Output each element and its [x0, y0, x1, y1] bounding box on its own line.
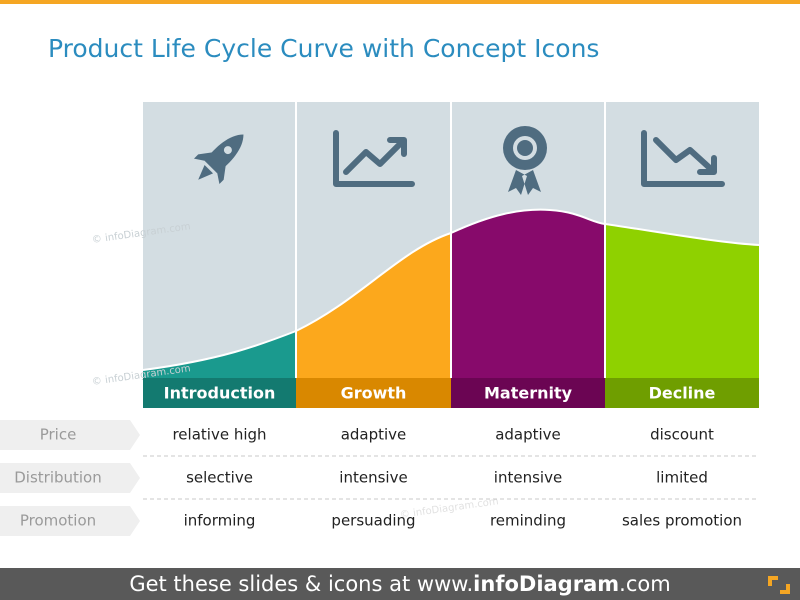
footer-text: Get these slides & icons at www.infoDiag…: [129, 572, 670, 596]
footer-brand: infoDiagram: [473, 572, 619, 596]
stage-label: Maternity: [484, 384, 573, 403]
row-value: adaptive: [495, 426, 561, 444]
row-value: persuading: [331, 512, 415, 530]
stage-bars: Introduction Growth Maternity Decline: [143, 378, 759, 408]
decline-icon: [641, 130, 725, 187]
row-label-bg: [0, 463, 140, 493]
row-value: limited: [656, 469, 708, 487]
row-value: relative high: [172, 426, 266, 444]
row-label-bg: [0, 420, 140, 450]
award-icon: [503, 126, 547, 195]
footer-prefix: Get these slides & icons at www.: [129, 572, 473, 596]
row-label: Promotion: [20, 512, 96, 530]
curve-line: [142, 208, 760, 371]
curve-area: [451, 209, 605, 378]
rows: Price relative high adaptive adaptive discou…: [0, 420, 759, 536]
curve-area: [605, 224, 759, 378]
stage-bar: [143, 378, 296, 408]
row-value: intensive: [494, 469, 562, 487]
stage-label: Growth: [341, 384, 407, 403]
growth-icon: [333, 130, 415, 187]
stage-bar: [296, 378, 451, 408]
separators: [295, 102, 606, 408]
stage-label: Decline: [649, 384, 716, 403]
row-value: informing: [184, 512, 256, 530]
curve-area: [296, 233, 451, 378]
row-label: Distribution: [14, 469, 102, 487]
row-value: reminding: [490, 512, 566, 530]
row-value: adaptive: [341, 426, 407, 444]
stage-bar: [451, 378, 605, 408]
row-value: selective: [186, 469, 253, 487]
icons: [193, 126, 725, 195]
curve-areas: [143, 209, 759, 378]
stage-bar: [605, 378, 759, 408]
footer-suffix: .com: [619, 572, 671, 596]
rocket-icon: [193, 134, 244, 185]
row-label-bg: [0, 506, 140, 536]
curve-area: [143, 331, 296, 378]
row-value: sales promotion: [622, 512, 742, 530]
row-value: intensive: [339, 469, 407, 487]
title: Product Life Cycle Curve with Concept Ic…: [48, 34, 599, 63]
top-bar: [0, 0, 800, 4]
logo: [768, 576, 790, 594]
footer-bar: [0, 568, 800, 600]
row-value: discount: [650, 426, 714, 444]
row-label: Price: [40, 426, 77, 444]
stage-label: Introduction: [164, 384, 276, 403]
